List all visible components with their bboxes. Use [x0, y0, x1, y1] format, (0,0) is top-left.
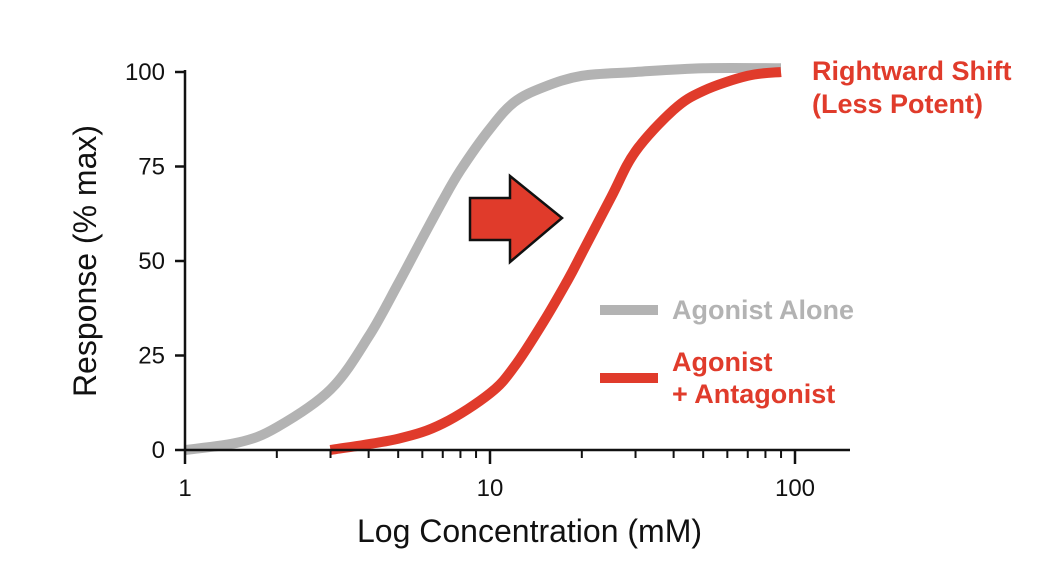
legend-label-1: Agonist + Antagonist	[672, 347, 835, 409]
y-tick-label-1: 25	[138, 343, 165, 370]
shift-arrow-icon	[468, 173, 564, 265]
series-line-0	[184, 62, 782, 455]
legend-label-0: Agonist Alone	[672, 295, 854, 325]
y-tick-label-3: 75	[138, 154, 165, 181]
legend: Agonist Alone Agonist + Antagonist	[600, 295, 854, 409]
legend-label-1-line-1: + Antagonist	[672, 379, 835, 409]
x-axis-title: Log Concentration (mM)	[357, 513, 702, 549]
y-axis-title: Response (% max)	[67, 125, 103, 397]
x-tick-label-2: 100	[775, 475, 815, 502]
x-tick-label-0: 1	[178, 475, 191, 502]
axes-layer	[175, 70, 850, 464]
y-tick-label-0: 0	[152, 437, 165, 464]
annotation-0: Rightward Shift (Less Potent)	[812, 56, 1011, 119]
x-tick-label-1: 10	[477, 475, 504, 502]
labels-layer: 0 25 50 75 100 1 10 100 Log Concentration (mM) Re…	[67, 59, 815, 549]
series-line-1	[329, 67, 782, 455]
legend-label-0-line-0: Agonist Alone	[672, 295, 854, 325]
curves-layer	[184, 62, 782, 455]
y-tick-label-2: 50	[138, 248, 165, 275]
annotation-layer: Rightward Shift (Less Potent)	[468, 56, 1011, 265]
y-tick-label-4: 100	[125, 59, 165, 86]
annotation-0-line-1: (Less Potent)	[812, 89, 983, 119]
legend-label-1-line-0: Agonist	[672, 347, 773, 377]
annotation-0-line-0: Rightward Shift	[812, 56, 1011, 86]
